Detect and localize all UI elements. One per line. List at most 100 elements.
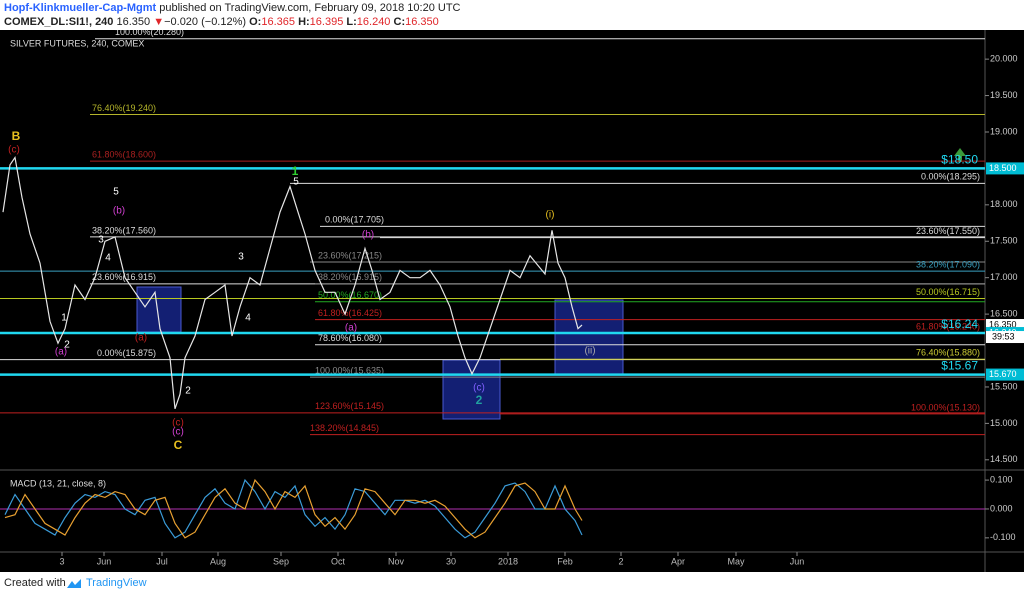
x-tick-label: Jun [97,556,112,566]
fib-label: 123.60%(15.145) [315,401,384,411]
wave-label: (c) [172,418,184,429]
wave-label: 3 [238,252,244,263]
fib-label: 0.00%(17.705) [325,215,384,225]
symbol: COMEX_DL:SI1!, 240 [4,16,114,28]
x-tick-label: 30 [446,556,456,566]
pane-title: MACD (13, 21, close, 8) [10,478,106,488]
y-tick-label: -0.100 [990,532,1016,542]
fib-label: 61.80%(16.240) [916,321,980,331]
fib-label: 38.20%(17.090) [916,260,980,270]
wave-label: (c) [473,383,485,394]
target-box [442,359,501,420]
fib-label: 78.60%(16.080) [318,333,382,343]
wave-label: (c) [172,427,184,438]
x-tick-label: 2 [618,556,623,566]
price-tag-label: 15.670 [989,369,1017,379]
wave-label: 2 [185,386,191,397]
price-tag-label: 16.350 [989,319,1017,329]
fib-label: 50.00%(16.715) [916,287,980,297]
y-tick-label: 0.100 [990,474,1013,484]
last: 16.350 [116,16,151,28]
fib-label: 38.20%(17.560) [92,225,156,235]
wave-label: (b) [362,230,374,241]
countdown-box [986,331,1024,344]
y-tick-label: 0.000 [990,503,1013,513]
publish-line: Hopf-Klinkmueller-Cap-Mgmt published on … [4,2,461,14]
arrow: ▼ [153,16,165,28]
fib-label: 23.60%(16.915) [92,272,156,282]
wave-label: (b) [113,206,125,217]
pane-title: SILVER FUTURES, 240, COMEX [10,38,144,48]
wave-label: 5 [113,187,119,198]
y-tick-label: 16.500 [990,308,1018,318]
change: −0.020 (−0.12%) [164,16,247,28]
fib-label: 100.00%(15.130) [911,402,980,412]
fib-label: 138.20%(14.845) [310,423,379,433]
y-tick-label: 20.000 [990,54,1018,64]
wave-label: C [174,438,183,452]
up-arrow [954,148,966,162]
y-tick-label: 15.000 [990,418,1018,428]
x-tick-label: Aug [210,556,226,566]
support-label: $15.67 [941,359,978,373]
c-label: C: [393,16,406,28]
macd-line [4,478,583,539]
wave-label: 5 [293,177,299,188]
fib-label: 100.00%(15.635) [315,365,384,375]
y-tick-label: 19.000 [990,126,1018,136]
wave-label: 2 [476,393,483,407]
x-tick-label: May [727,556,745,566]
wave-label: 1 [292,164,299,178]
price-tag [986,162,1024,175]
y-tick-label: 19.500 [990,90,1018,100]
h-label: H: [298,16,310,28]
fib-label: 23.60%(17.215) [318,250,382,260]
wave-label: B [12,129,21,143]
support-label: $16.24 [941,317,978,331]
x-tick-label: 2018 [498,556,518,566]
y-tick-label: 18.000 [990,199,1018,209]
x-tick-label: Jun [790,556,805,566]
author-link[interactable]: Hopf-Klinkmueller-Cap-Mgmt [4,2,157,14]
created-with: Created with [4,577,66,589]
wave-label: (c) [8,145,20,156]
wave-label: 4 [105,253,111,264]
fib-label: 0.00%(18.295) [921,172,980,182]
fib-label: 38.20%(16.915) [318,272,382,282]
wave-label: 2 [64,340,70,351]
x-tick-label: Feb [557,556,573,566]
wave-label: 3 [98,235,104,246]
support-label: $18.50 [941,153,978,167]
l-label: L: [346,16,357,28]
fib-label: 50.00%(16.670) [318,290,382,300]
wave-label: (i) [546,210,555,221]
chart: SILVER FUTURES, 240, COMEX MACD (13, 21,… [0,30,1024,572]
y-tick-label: 17.000 [990,272,1018,282]
wave-label: (a) [135,333,147,344]
fib-label: 0.00%(15.875) [97,348,156,358]
fib-label: 61.80%(16.425) [318,308,382,318]
y-tick-label: 14.500 [990,454,1018,464]
low: 16.240 [356,16,391,28]
x-tick-label: Nov [388,556,405,566]
brand[interactable]: TradingView [86,577,147,589]
logo [67,579,81,588]
fib-label: 100.00%(20.280) [115,30,184,37]
x-tick-label: Apr [671,556,685,566]
price-tag-label: 18.500 [989,163,1017,173]
wave-label: 1 [61,313,67,324]
o-label: O: [249,16,262,28]
x-tick-label: Jul [156,556,168,566]
wave-label: 4 [245,313,251,324]
published: published on TradingView.com, February 0… [159,2,461,14]
close: 16.350 [405,16,439,28]
footer: Created with TradingView [0,572,1024,595]
macd-line [4,478,583,539]
fib-label: 76.40%(19.240) [92,103,156,113]
target-box [554,299,624,375]
x-tick-label: Sep [273,556,289,566]
wave-label: (ii) [584,346,595,357]
fib-label: 23.60%(17.550) [916,226,980,236]
fib-label: 76.40%(15.880) [916,348,980,358]
